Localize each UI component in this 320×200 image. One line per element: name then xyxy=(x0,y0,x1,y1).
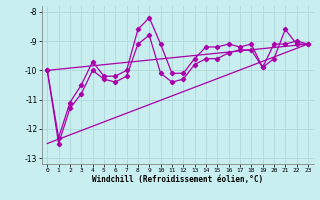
X-axis label: Windchill (Refroidissement éolien,°C): Windchill (Refroidissement éolien,°C) xyxy=(92,175,263,184)
